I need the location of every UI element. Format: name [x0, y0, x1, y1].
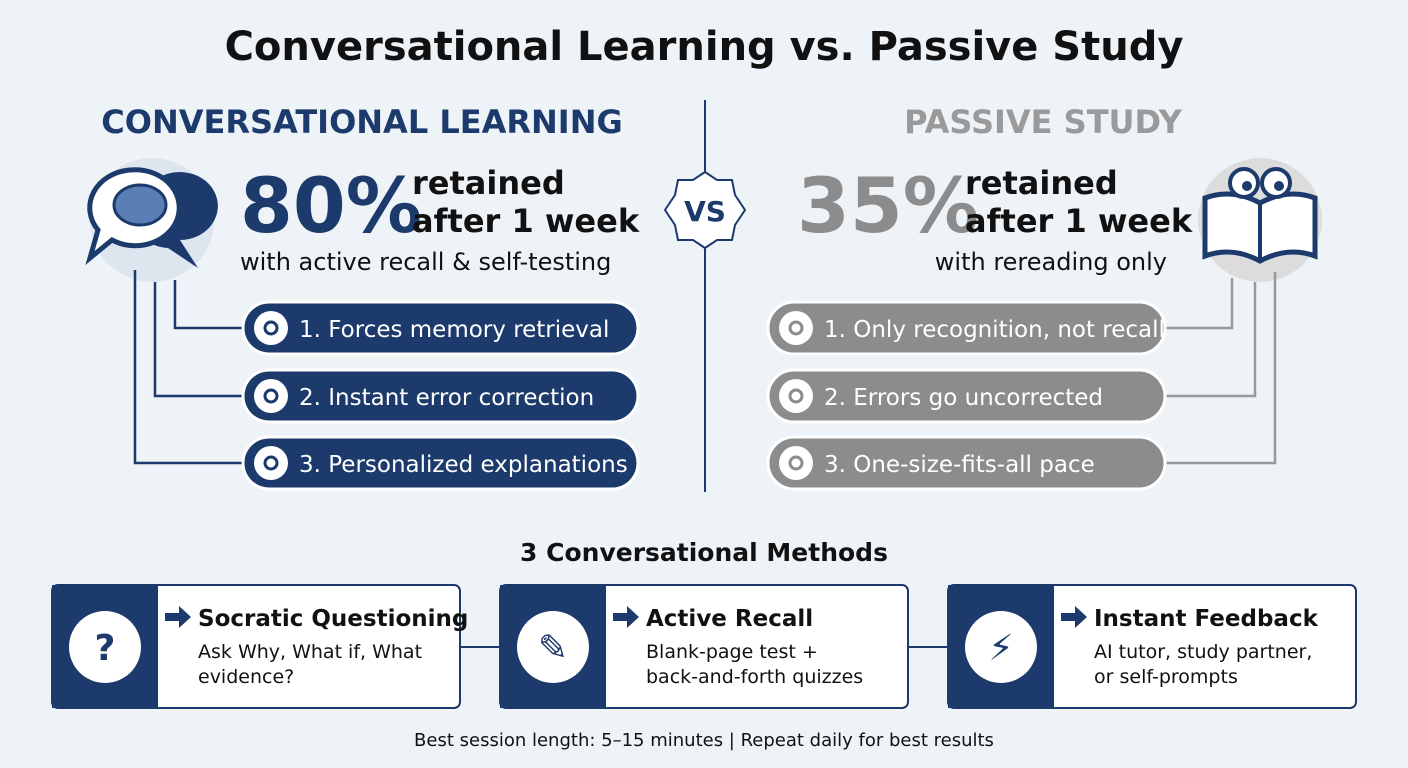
point-icon-glyph [788, 320, 804, 336]
vs-badge [663, 170, 747, 250]
point-icon [779, 379, 813, 413]
card-icon [517, 611, 589, 683]
point-icon-glyph [788, 388, 804, 404]
vs-label: VS [684, 195, 726, 228]
point-text: 2. Errors go uncorrected [824, 385, 1103, 411]
card-description: AI tutor, study partner, [1094, 641, 1312, 663]
right-stat-label: after 1 week [965, 202, 1193, 240]
point-text: 2. Instant error correction [299, 385, 594, 411]
point-icon [254, 379, 288, 413]
left-connectors [133, 270, 243, 465]
right-connectors [1165, 272, 1277, 465]
methods-heading: 3 Conversational Methods [520, 538, 888, 567]
brain-icon [85, 158, 218, 282]
footer: Best session length: 5–15 minutes | Repe… [414, 730, 994, 751]
card-icon [965, 611, 1037, 683]
left-points: 1. Forces memory retrieval 2. Instant err… [241, 300, 640, 491]
point-icon [254, 446, 288, 480]
point-pill [766, 368, 1167, 424]
point-icon-glyph [788, 455, 804, 471]
left-subtitle: with active recall & self-testing [240, 248, 611, 276]
card-icon-glyph: ✎ [538, 628, 568, 669]
card-description: back-and-forth quizzes [646, 666, 863, 688]
card-description: Ask Why, What if, What [198, 641, 422, 663]
right-heading: PASSIVE STUDY [904, 103, 1183, 141]
card-icon-glyph: ⚡ [988, 628, 1013, 669]
title: Conversational Learning vs. Passive Stud… [225, 24, 1184, 70]
right-points: 1. Only recognition, not recall 2. Errors… [766, 300, 1167, 491]
point-text: 3. One-size-fits-all pace [824, 452, 1095, 478]
card-icon-glyph: ? [95, 628, 116, 669]
icon-part [153, 282, 243, 398]
point-icon [254, 311, 288, 345]
point-icon [779, 446, 813, 480]
card-description: Blank-page test + [646, 641, 818, 663]
method-cards: ? Socratic Questioning Ask Why, What if, W… [51, 584, 1357, 709]
card-title: Socratic Questioning [198, 606, 468, 632]
point-text: 1. Only recognition, not recall [824, 317, 1165, 343]
point-text: 3. Personalized explanations [299, 452, 628, 478]
point-pill [766, 300, 1167, 356]
card-arrow [613, 606, 639, 628]
icon-part [1274, 181, 1284, 191]
icon-part [112, 183, 168, 227]
icon-part [1165, 278, 1234, 330]
point-pill [241, 300, 640, 356]
point-pill [766, 435, 1167, 491]
card-description: or self-prompts [1094, 666, 1238, 688]
point-pill [241, 435, 640, 491]
icon-part [1165, 282, 1257, 398]
point-icon-glyph [263, 320, 279, 336]
card-description: evidence? [198, 666, 294, 688]
book-icon [1198, 158, 1322, 282]
card-arrow [165, 606, 191, 628]
point-icon [779, 311, 813, 345]
point-text: 1. Forces memory retrieval [299, 317, 609, 343]
icon-part [1242, 181, 1252, 191]
icon-part [1165, 272, 1277, 465]
left-stat-label: after 1 week [412, 202, 640, 240]
card-title: Active Recall [646, 606, 813, 632]
right-stat-label: retained [965, 164, 1118, 202]
right-stat: 35% [797, 161, 979, 250]
card-icon [69, 611, 141, 683]
card-arrow [1061, 606, 1087, 628]
right-subtitle: with rereading only [935, 248, 1167, 276]
icon-part [173, 280, 243, 330]
left-heading: CONVERSATIONAL LEARNING [101, 103, 622, 141]
icon-part [133, 270, 243, 465]
point-icon-glyph [263, 455, 279, 471]
point-pill [241, 368, 640, 424]
left-stat-label: retained [412, 164, 565, 202]
left-stat: 80% [240, 161, 422, 250]
card-title: Instant Feedback [1094, 606, 1319, 632]
point-icon-glyph [263, 388, 279, 404]
